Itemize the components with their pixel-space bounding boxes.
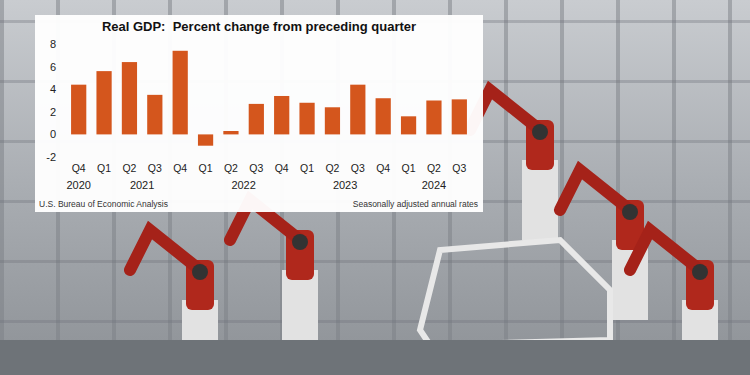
pillar [672, 0, 676, 375]
bar [274, 96, 289, 134]
x-tick-label: Q3 [351, 162, 365, 174]
pillar [560, 0, 564, 375]
x-tick-label: Q2 [224, 162, 238, 174]
y-tick-label: 4 [50, 83, 56, 95]
y-tick-label: 0 [50, 128, 56, 140]
robot-joint [692, 264, 708, 280]
x-tick-label: Q4 [275, 162, 289, 174]
bar [198, 134, 213, 145]
note: Seasonally adjusted annual rates [353, 199, 478, 209]
x-tick-label: Q2 [427, 162, 441, 174]
bar [401, 116, 416, 134]
robot-joint [622, 204, 638, 220]
bar [147, 95, 162, 135]
chart-panel [35, 15, 483, 212]
robot-base [522, 160, 558, 240]
x-tick-label: Q2 [122, 162, 136, 174]
y-tick-label: 6 [50, 61, 56, 73]
bar [71, 85, 86, 135]
floor [0, 340, 750, 375]
robot-base [282, 270, 318, 350]
robot-arm [130, 230, 200, 270]
x-tick-label: Q1 [402, 162, 416, 174]
bars [71, 51, 467, 146]
y-tick-label: -2 [46, 151, 56, 163]
x-tick-label: Q4 [173, 162, 187, 174]
backdrop [0, 0, 750, 375]
source: U.S. Bureau of Economic Analysis [39, 199, 168, 209]
bar [426, 101, 441, 135]
bar [249, 104, 264, 135]
x-group-label: 2024 [422, 179, 446, 191]
robot-joint [192, 264, 208, 280]
car-frame [420, 240, 610, 345]
bar [96, 71, 111, 134]
y-tick-label: 8 [50, 38, 56, 50]
x-tick-label: Q1 [97, 162, 111, 174]
pillar [0, 0, 4, 375]
robot-joint [532, 124, 548, 140]
x-tick-label: Q1 [300, 162, 314, 174]
bar [350, 85, 365, 135]
x-tick-label: Q2 [325, 162, 339, 174]
y-tick-label: 2 [50, 106, 56, 118]
x-group-label: 2021 [130, 179, 154, 191]
bar [452, 99, 467, 134]
x-group-label: 2022 [231, 179, 255, 191]
chart: Real GDP: Percent change from preceding … [0, 0, 750, 375]
bar [223, 131, 238, 134]
x-tick-label: Q3 [249, 162, 263, 174]
bar [299, 103, 314, 135]
x-group-label: 2023 [333, 179, 357, 191]
bar [122, 62, 137, 134]
bar [173, 51, 188, 135]
robot-joint [292, 234, 308, 250]
x-tick-label: Q3 [148, 162, 162, 174]
pillar [728, 0, 732, 375]
bar [325, 107, 340, 134]
bar [376, 98, 391, 134]
x-tick-label: Q4 [72, 162, 86, 174]
robot-arm [560, 170, 630, 210]
x-tick-label: Q4 [376, 162, 390, 174]
pillar [504, 0, 508, 375]
title: Real GDP: Percent change from preceding … [102, 19, 416, 34]
robot-arm [630, 230, 700, 270]
x-tick-label: Q3 [452, 162, 466, 174]
beam [0, 320, 750, 323]
x-tick-label: Q1 [199, 162, 213, 174]
x-group-label: 2020 [66, 179, 90, 191]
